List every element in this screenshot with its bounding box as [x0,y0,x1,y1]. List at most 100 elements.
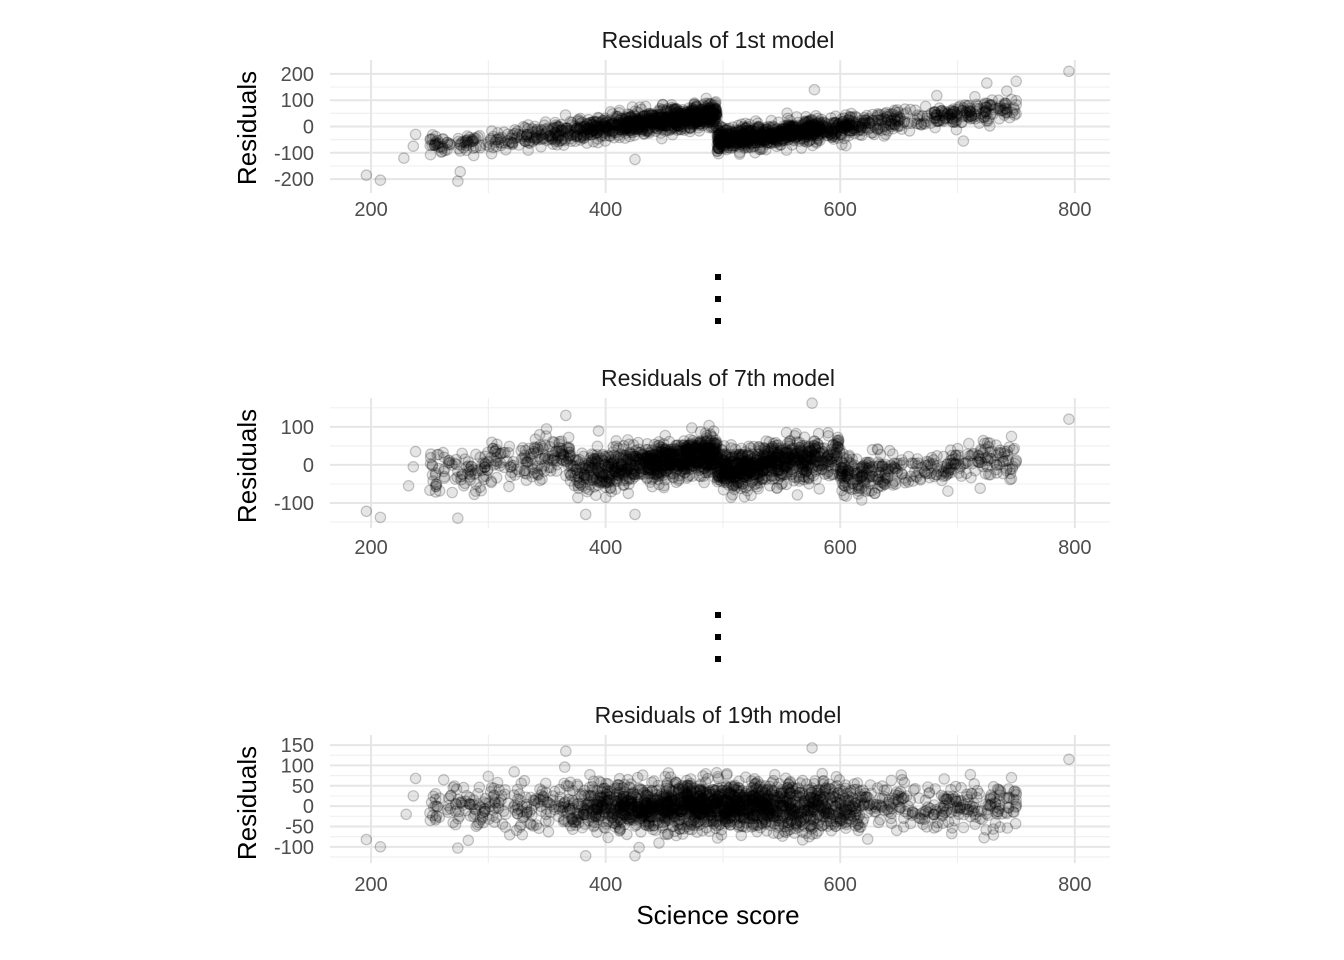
data-point [579,508,592,521]
data-point [409,128,422,141]
data-point [671,124,684,136]
data-point [646,115,658,128]
data-point [737,129,750,141]
data-point [511,131,523,144]
data-point [831,126,843,138]
panel-title: Residuals of 1st model [602,27,835,53]
data-point [680,109,693,121]
data-point [686,102,698,114]
data-point [1010,75,1022,88]
data-point [862,462,874,475]
data-point [608,117,620,129]
data-point [821,129,833,142]
data-point [493,132,506,144]
data-point [617,113,630,126]
data-point [707,108,720,121]
data-point [660,117,672,129]
data-point [981,97,993,110]
data-point [652,117,664,129]
ellipsis-1 [715,274,721,324]
data-point [1009,457,1021,470]
y-tick-label: -100 [274,143,314,165]
data-point [482,136,494,149]
data-point [975,445,987,457]
data-point [788,119,800,132]
data-point [827,129,840,142]
data-point [843,119,856,131]
data-point [676,103,689,116]
data-point [719,139,731,151]
data-point [957,135,970,147]
data-point [542,130,555,142]
data-point [759,123,772,136]
data-point [713,127,725,140]
data-point [374,511,387,524]
data-point [540,423,553,435]
data-point [426,133,439,145]
ellipsis-2 [715,612,721,662]
data-point [1063,413,1075,425]
data-point [470,448,482,461]
data-point [747,133,760,145]
data-point [825,127,837,140]
data-point [481,446,494,459]
data-point [668,103,680,116]
data-point [764,130,777,143]
data-point [451,512,464,524]
data-point [625,123,638,135]
data-point [769,133,781,146]
data-point [730,133,743,145]
data-point [452,143,465,155]
data-point [739,117,752,130]
data-point [780,144,793,156]
data-point [463,139,476,151]
data-point [617,119,629,131]
data-point [826,117,839,129]
data-point [963,108,976,121]
x-tick-labels: 200 400 600 800 [354,199,1091,221]
data-point [641,123,654,135]
data-point [360,169,373,181]
data-point [360,505,373,518]
data-point [655,132,668,145]
data-point [569,135,582,148]
data-point [818,442,831,454]
data-point [675,123,687,136]
data-point [725,137,738,150]
data-point [803,119,815,131]
data-point [962,437,975,450]
data-point [1004,473,1016,486]
data-point [910,470,922,482]
data-point [520,468,533,480]
data-point [673,113,685,126]
data-point [426,460,439,472]
data-point [580,117,593,130]
data-point [770,135,783,148]
data-point [733,136,746,148]
data-point [960,105,972,118]
data-point [714,120,727,133]
data-point [921,110,934,122]
data-point [558,449,570,461]
data-point [790,427,802,440]
data-point [749,125,761,138]
data-point [446,486,458,499]
data-point [515,452,528,465]
data-point [424,133,437,145]
data-point [865,127,878,139]
data-point [1063,65,1075,78]
data-point [973,103,986,115]
data-point [725,438,737,451]
data-point [724,142,737,154]
data-point [783,125,795,137]
data-point [467,134,480,146]
data-point [623,111,636,124]
data-point [642,125,655,137]
data-point [744,124,757,137]
data-point [494,133,507,145]
data-point [858,114,871,126]
data-point [624,459,636,472]
data-point [837,479,850,492]
data-point [424,484,436,497]
